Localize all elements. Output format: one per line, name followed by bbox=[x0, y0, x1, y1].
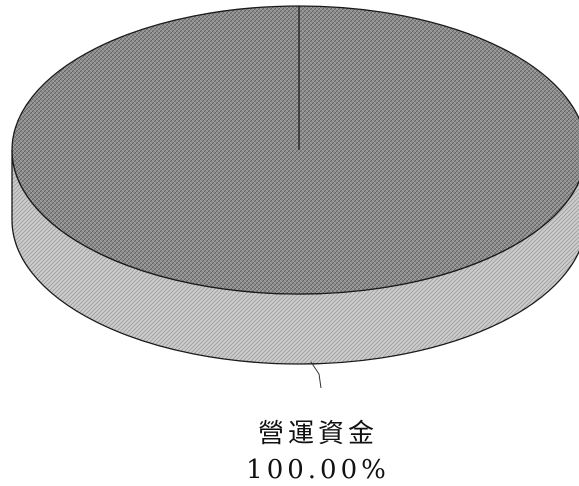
slice-label-percent: 100.00% bbox=[246, 455, 390, 485]
pie-slice-0 bbox=[11, 5, 579, 295]
slice-label-name: 營運資金 bbox=[258, 419, 378, 449]
label-leader-line bbox=[310, 361, 322, 389]
